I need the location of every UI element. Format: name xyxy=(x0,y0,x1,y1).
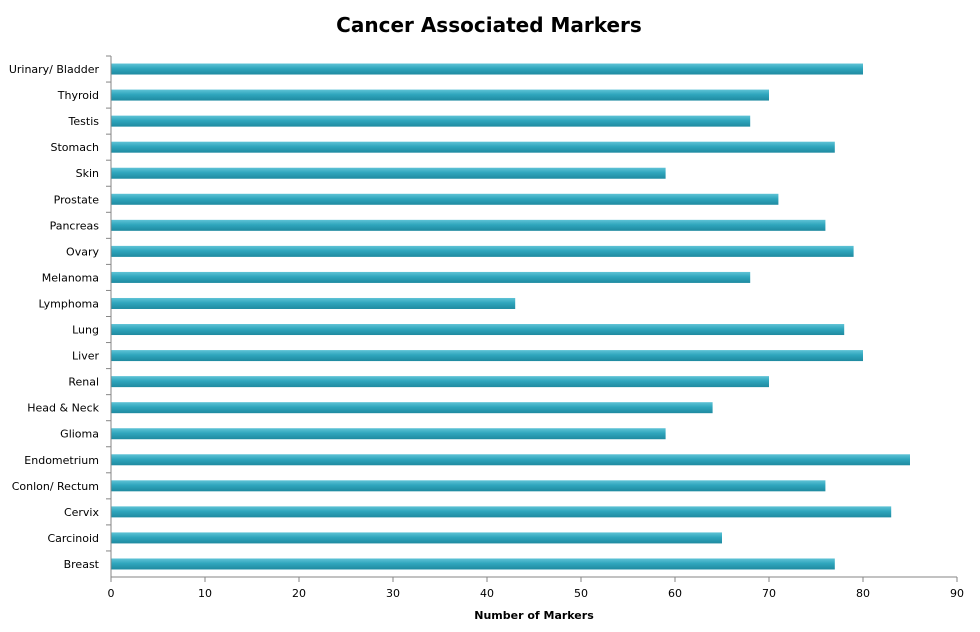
x-tick-label-3: 30 xyxy=(386,587,400,600)
category-label-18: Carcinoid xyxy=(47,532,99,545)
bar-16 xyxy=(111,480,826,492)
x-tick-label-6: 60 xyxy=(668,587,682,600)
category-label-1: Thyroid xyxy=(57,89,99,102)
bar-4 xyxy=(111,167,666,179)
category-label-10: Lung xyxy=(72,324,99,337)
x-tick-label-5: 50 xyxy=(574,587,588,600)
category-label-7: Ovary xyxy=(66,245,99,258)
bar-18 xyxy=(111,532,722,544)
chart-title: Cancer Associated Markers xyxy=(336,13,642,37)
category-label-15: Endometrium xyxy=(24,454,99,467)
x-tick-label-9: 90 xyxy=(950,587,964,600)
category-label-17: Cervix xyxy=(64,506,100,519)
category-label-5: Prostate xyxy=(54,193,100,206)
x-axis-ticks: 0 10 20 30 40 50 60 70 80 90 xyxy=(108,577,964,600)
x-tick-label-4: 40 xyxy=(480,587,494,600)
category-label-11: Liver xyxy=(72,350,99,363)
category-label-0: Urinary/ Bladder xyxy=(9,63,100,76)
bars-group xyxy=(111,63,910,570)
bar-0 xyxy=(111,63,863,75)
category-label-8: Melanoma xyxy=(42,271,99,284)
bar-12 xyxy=(111,376,769,388)
category-label-4: Skin xyxy=(76,167,99,180)
bar-10 xyxy=(111,324,845,336)
bar-2 xyxy=(111,115,751,127)
bar-9 xyxy=(111,297,516,309)
bar-3 xyxy=(111,141,835,153)
category-label-6: Pancreas xyxy=(50,219,100,232)
bar-7 xyxy=(111,245,854,257)
bar-8 xyxy=(111,271,751,283)
bar-15 xyxy=(111,454,910,466)
x-tick-label-2: 20 xyxy=(292,587,306,600)
category-label-14: Glioma xyxy=(60,428,99,441)
category-label-9: Lymphoma xyxy=(39,297,99,310)
category-label-19: Breast xyxy=(64,558,100,571)
x-tick-label-8: 80 xyxy=(856,587,870,600)
category-label-2: Testis xyxy=(68,115,100,128)
category-label-16: Conlon/ Rectum xyxy=(12,480,99,493)
category-label-12: Renal xyxy=(68,376,99,389)
category-label-13: Head & Neck xyxy=(27,402,99,415)
x-tick-label-0: 0 xyxy=(108,587,115,600)
bar-14 xyxy=(111,428,666,440)
bar-6 xyxy=(111,219,826,231)
bar-17 xyxy=(111,506,892,518)
bar-1 xyxy=(111,89,769,101)
bar-11 xyxy=(111,350,863,362)
x-axis-title: Number of Markers xyxy=(474,609,594,622)
x-tick-label-7: 70 xyxy=(762,587,776,600)
category-label-3: Stomach xyxy=(50,141,99,154)
category-labels: Urinary/ Bladder Thyroid Testis Stomach Skin… xyxy=(9,55,111,571)
x-tick-label-1: 10 xyxy=(198,587,212,600)
bar-5 xyxy=(111,193,779,205)
bar-13 xyxy=(111,402,713,414)
bar-19 xyxy=(111,558,835,570)
